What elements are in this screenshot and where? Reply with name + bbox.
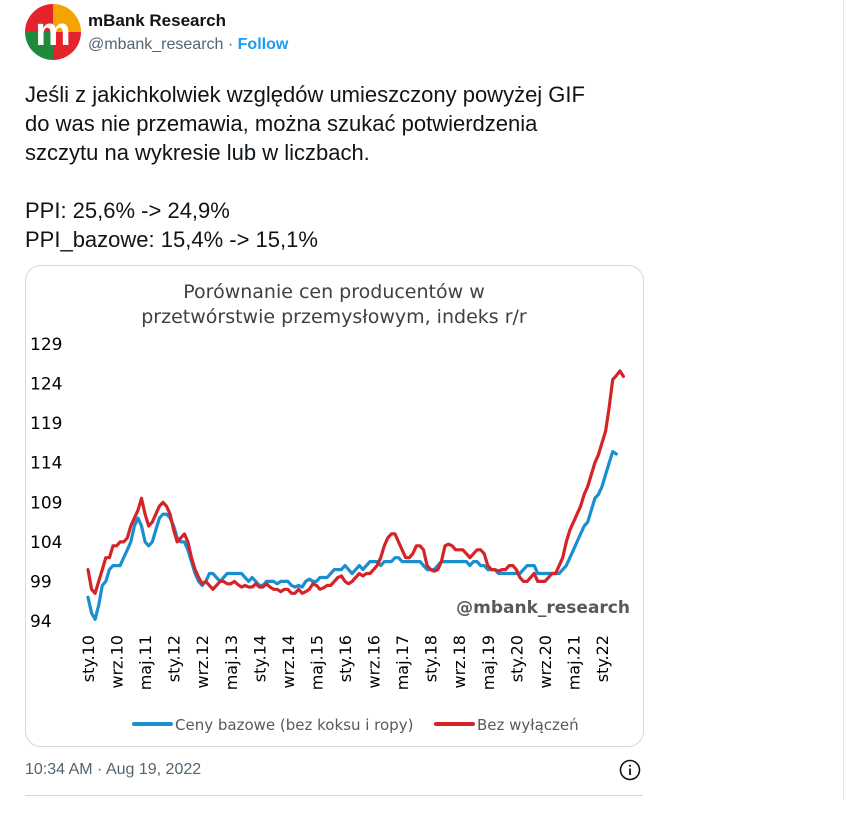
- x-tick-label: sty.10: [79, 635, 98, 682]
- x-tick-label: wrz.10: [108, 635, 127, 689]
- author-handle[interactable]: @mbank_research: [88, 36, 224, 53]
- chart-legend: Ceny bazowe (bez koksu i ropy) Bez wyłącz…: [132, 716, 579, 734]
- x-tick-label: wrz.18: [450, 635, 469, 689]
- y-tick-label: 94: [30, 612, 52, 632]
- plot-lines: [86, 369, 625, 621]
- legend-label: Ceny bazowe (bez koksu i ropy): [175, 716, 413, 734]
- x-tick-label: sty.12: [165, 635, 184, 682]
- author-handle-line: @mbank_research · Follow: [88, 36, 288, 54]
- mbank-logo-icon: m: [25, 4, 81, 60]
- y-axis: 129 124 119 114 109 104 99 94: [30, 335, 62, 632]
- x-tick-label: sty.16: [336, 635, 355, 682]
- divider: [25, 795, 643, 796]
- y-tick-label: 104: [30, 533, 62, 553]
- series-line-2: [86, 369, 625, 595]
- x-tick-label: sty.14: [250, 635, 269, 682]
- x-tick-label: maj.15: [307, 635, 326, 690]
- x-tick-label: maj.21: [564, 635, 583, 690]
- x-tick-label: maj.17: [393, 635, 412, 690]
- y-tick-label: 129: [30, 335, 62, 355]
- chart-title-line-1: Porównanie cen producentów w: [183, 281, 484, 303]
- x-tick-label: maj.19: [479, 635, 498, 690]
- x-tick-label: maj.11: [136, 635, 155, 690]
- chart-image[interactable]: Porównanie cen producentów w przetwórstw…: [25, 265, 644, 747]
- y-tick-label: 114: [30, 454, 62, 474]
- avatar-letter: m: [35, 10, 71, 54]
- x-tick-label: sty.20: [507, 635, 526, 682]
- x-tick-label: sty.18: [422, 635, 441, 682]
- info-icon[interactable]: [619, 759, 641, 781]
- y-tick-label: 124: [30, 375, 62, 395]
- x-tick-label: wrz.16: [365, 635, 384, 689]
- y-tick-label: 99: [30, 572, 52, 592]
- chart-svg: Porównanie cen producentów w przetwórstw…: [30, 281, 630, 734]
- column-border: [843, 0, 844, 800]
- avatar[interactable]: m: [25, 4, 81, 60]
- x-tick-label: wrz.14: [279, 635, 298, 689]
- x-tick-label: maj.13: [222, 635, 241, 690]
- series-line-1: [86, 450, 618, 621]
- x-axis: sty.10 wrz.10 maj.11 sty.12 wrz.12 maj.13 sty.…: [79, 635, 612, 690]
- handle-separator: ·: [223, 36, 238, 53]
- tweet-timestamp[interactable]: 10:34 AM · Aug 19, 2022: [25, 761, 202, 778]
- x-tick-label: sty.22: [593, 635, 612, 682]
- chart-title-line-2: przetwórstwie przemysłowym, indeks r/r: [141, 306, 527, 328]
- chart-watermark: @mbank_research: [456, 598, 630, 618]
- y-tick-label: 109: [30, 493, 62, 513]
- x-tick-label: wrz.20: [536, 635, 555, 689]
- y-tick-label: 119: [30, 414, 62, 434]
- legend-label: Bez wyłączeń: [477, 716, 579, 734]
- tweet-text: Jeśli z jakichkolwiek względów umieszczo…: [25, 82, 585, 252]
- x-tick-label: wrz.12: [193, 635, 212, 689]
- author-name[interactable]: mBank Research: [88, 11, 226, 30]
- follow-button[interactable]: Follow: [237, 36, 289, 53]
